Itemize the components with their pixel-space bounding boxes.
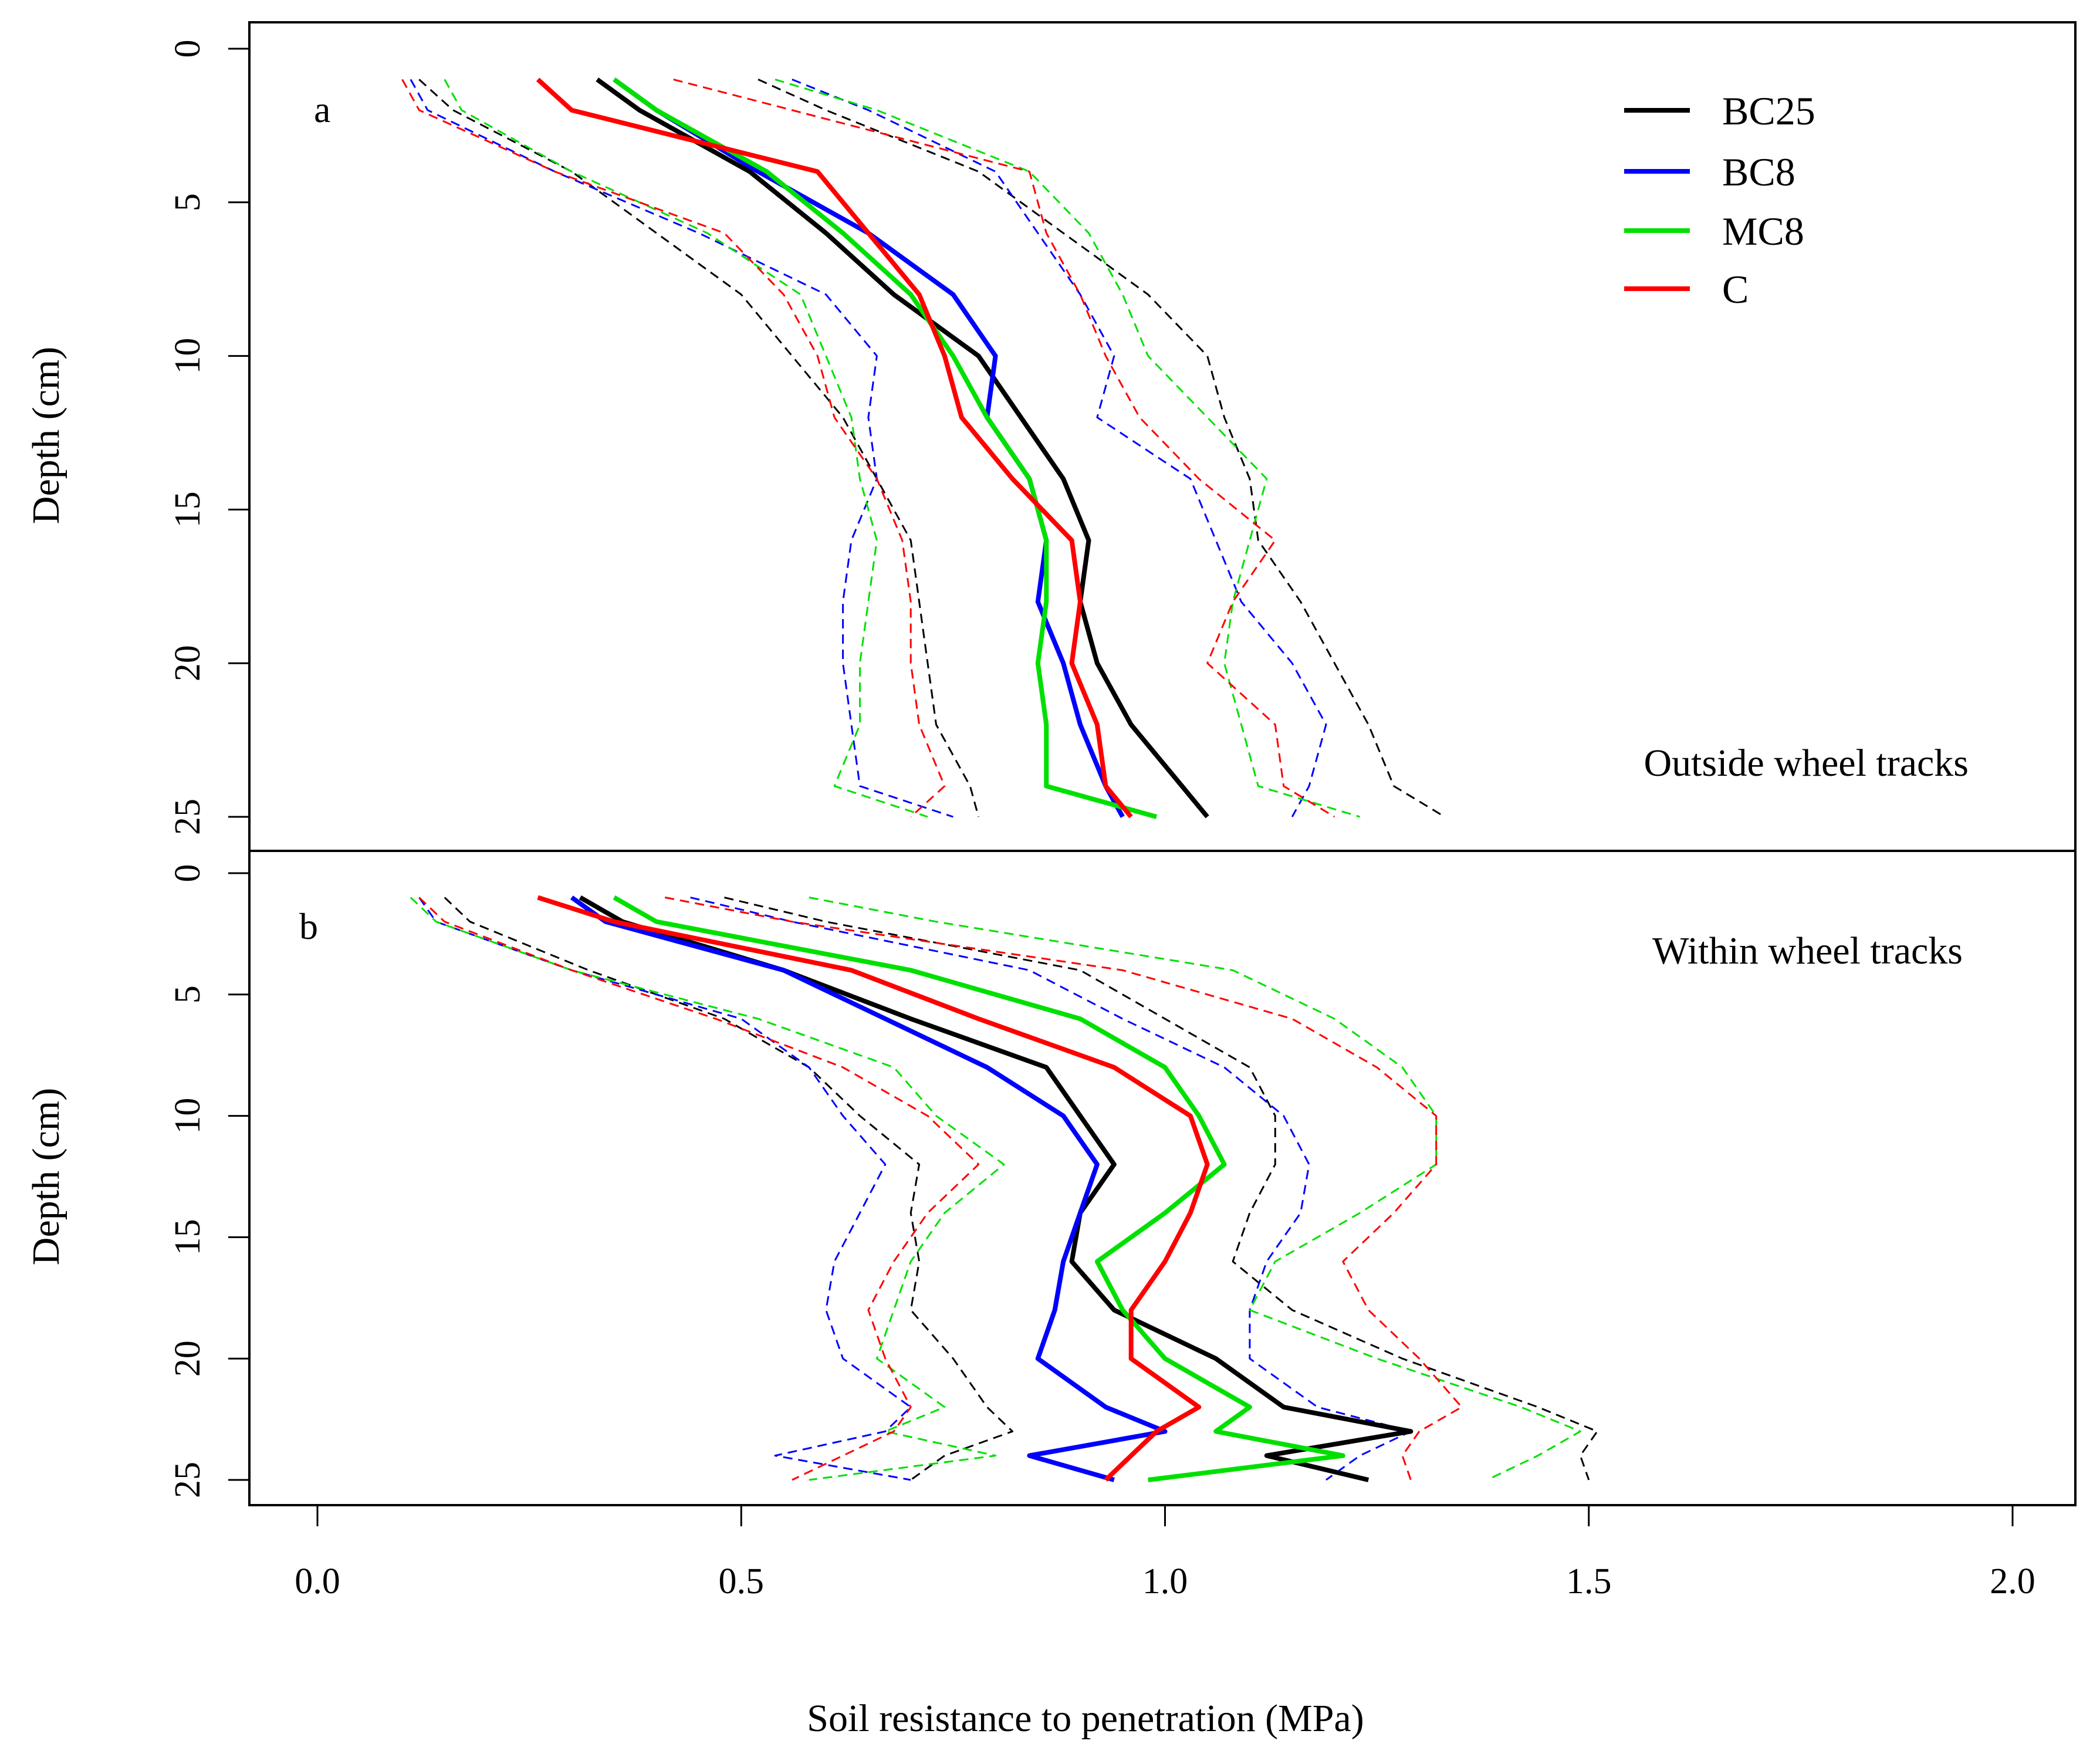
x-tick-label: 2.0	[1990, 1561, 2035, 1601]
x-tick-label: 0.0	[295, 1561, 340, 1601]
panel-a-bound-lines	[401, 78, 1445, 818]
panel-a-annotation: Outside wheel tracks	[1644, 742, 1969, 785]
y-tick-label: 15	[168, 491, 208, 528]
series-bc25-bound-line	[444, 897, 1013, 1481]
legend-label-c: C	[1722, 267, 1749, 312]
panel-a-y-axis: 0 5 10 15 20 25	[168, 40, 251, 835]
series-mc8-bound-line	[775, 78, 1361, 818]
series-mc8-line	[613, 77, 1158, 819]
panel-b-y-axis-title: Depth (cm)	[25, 1088, 67, 1265]
series-c-bound-line	[401, 79, 946, 818]
y-tick-label: 15	[168, 1219, 208, 1255]
panel-b-mean-lines	[537, 895, 1413, 1482]
y-tick-label: 0	[168, 864, 208, 883]
x-tick-label: 1.0	[1142, 1561, 1188, 1601]
series-bc25-bound-line	[724, 896, 1598, 1481]
y-tick-label: 20	[168, 1340, 208, 1377]
y-tick-label: 25	[168, 799, 208, 835]
series-c-line	[536, 77, 1133, 819]
series-bc25-bound-line	[758, 79, 1445, 818]
y-tick-label: 5	[168, 193, 208, 211]
y-tick-label: 10	[168, 338, 208, 374]
y-tick-label: 10	[168, 1098, 208, 1134]
series-bc25-line	[579, 895, 1413, 1482]
series-bc8-bound-line	[690, 896, 1412, 1481]
series-mc8-bound-line	[444, 79, 928, 818]
y-tick-label: 0	[168, 40, 208, 58]
x-axis: 0.0 0.5 1.0 1.5 2.0	[295, 1504, 2035, 1601]
y-tick-label: 25	[168, 1462, 208, 1498]
legend: BC25 BC8 MC8 C	[1624, 89, 1815, 312]
series-bc25-bound-line	[418, 79, 980, 817]
series-bc8-bound-line	[410, 79, 953, 818]
x-tick-label: 1.5	[1566, 1561, 1612, 1601]
y-tick-label: 5	[168, 985, 208, 1003]
panel-b-letter: b	[299, 905, 318, 947]
series-c-bound-line	[673, 78, 1335, 818]
legend-label-bc8: BC8	[1722, 150, 1795, 194]
panel-a-y-axis-title: Depth (cm)	[25, 347, 67, 524]
series-c-line	[537, 895, 1210, 1482]
y-tick-label: 20	[168, 645, 208, 681]
series-bc8-bound-line	[792, 79, 1327, 817]
series-bc25-line	[596, 77, 1209, 819]
series-mc8-bound-line	[809, 896, 1581, 1481]
x-axis-title: Soil resistance to penetration (MPa)	[807, 1697, 1364, 1740]
series-mc8-line	[613, 895, 1345, 1482]
panel-b-bound-lines	[410, 896, 1598, 1481]
panel-a: 0 5 10 15 20 25 a Outside wheel tracks Depth …	[25, 21, 2077, 852]
panel-a-mean-lines	[536, 77, 1209, 819]
panel-b-y-axis: 0 5 10 15 20 25	[168, 864, 251, 1498]
series-c-bound-line	[418, 897, 980, 1481]
series-c-bound-line	[664, 896, 1463, 1481]
series-bc8-bound-line	[418, 897, 912, 1481]
series-mc8-bound-line	[410, 897, 1005, 1481]
series-bc8-line	[570, 895, 1168, 1482]
panel-a-letter: a	[314, 89, 330, 130]
panel-b-annotation: Within wheel tracks	[1652, 929, 1963, 972]
legend-label-mc8: MC8	[1722, 209, 1804, 253]
panel-b: 0 5 10 15 20 25 b Within wheel tracks Depth (…	[25, 850, 2077, 1506]
x-tick-label: 0.5	[719, 1561, 765, 1601]
legend-label-bc25: BC25	[1722, 89, 1815, 133]
